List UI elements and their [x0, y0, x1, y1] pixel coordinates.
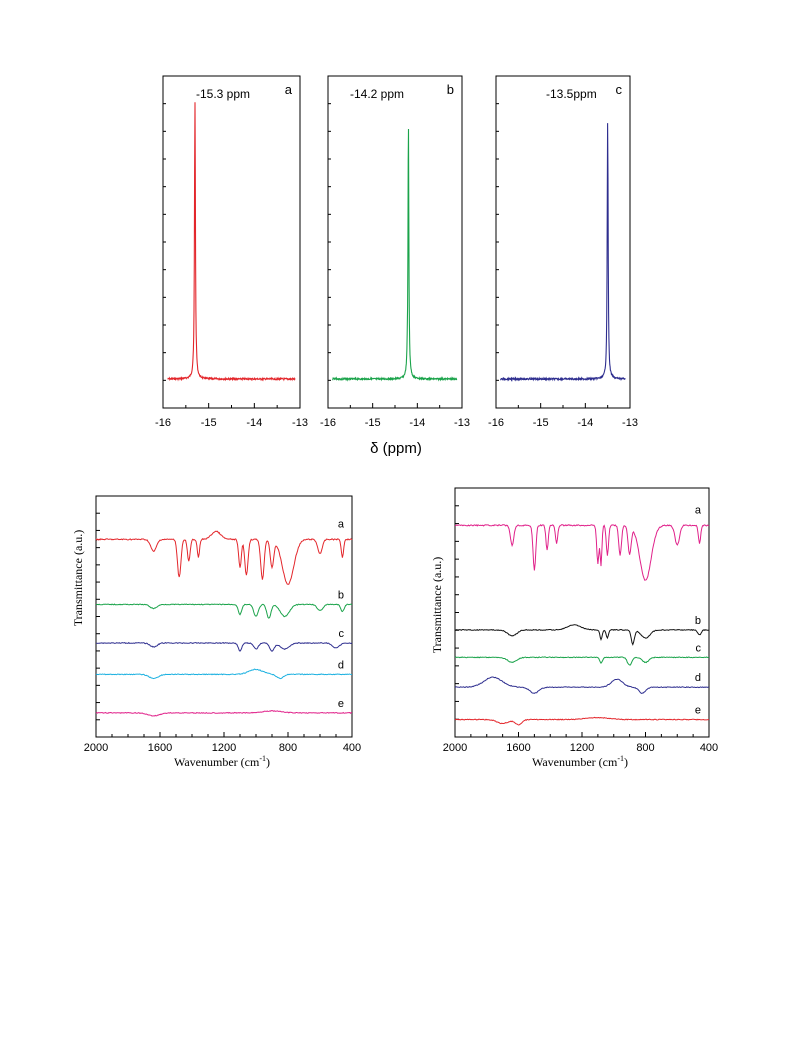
- nmr-series-b: [332, 128, 458, 382]
- ir-series-b: [95, 603, 353, 619]
- peak-annotation: -13.5ppm: [546, 87, 597, 101]
- series-label: d: [695, 672, 701, 684]
- ir-series-d: [95, 668, 352, 680]
- ir-left-xlabel: Wavenumber (cm-1): [174, 754, 270, 769]
- x-tick-label: -14: [409, 417, 425, 429]
- ir-right-chart: 2000 1600 1200 800 400 a b c d e: [443, 487, 718, 754]
- ir-series-b: [454, 624, 710, 646]
- x-tick-label: 1200: [212, 742, 236, 754]
- series-label: b: [338, 589, 344, 601]
- nmr-series-c: [499, 123, 626, 382]
- nmr-panel-a: -16 -15 -14 -13 -15.3 ppm a: [155, 75, 308, 429]
- x-tick-label: -16: [155, 417, 171, 429]
- ir-left-chart: 2000 1600 1200 800 400 a b c d e: [84, 495, 361, 754]
- series-label: b: [695, 615, 701, 627]
- x-tick-label: 2000: [443, 742, 467, 754]
- x-tick-label: 1600: [506, 742, 530, 754]
- peak-annotation: -14.2 ppm: [350, 87, 404, 101]
- nmr-panel-frame: [162, 75, 301, 409]
- ir-right-ylabel: Transmittance (a.u.): [430, 557, 444, 654]
- series-label: e: [695, 705, 701, 717]
- x-tick-label: -13: [292, 417, 308, 429]
- series-label: c: [696, 642, 702, 654]
- series-label: a: [338, 518, 345, 530]
- nmr-panels: -16 -15 -14 -13 -15.3 ppm a -16 -15 -14 -13 -14.2 …: [155, 75, 638, 429]
- ir-series-a: [454, 523, 710, 581]
- nmr-panel-frame: [327, 75, 463, 409]
- series-label: d: [338, 659, 344, 671]
- x-tick-label: 400: [700, 742, 718, 754]
- panel-letter: c: [616, 82, 623, 97]
- x-tick-label: -15: [533, 417, 549, 429]
- ir-right-xlabel: Wavenumber (cm-1): [532, 754, 628, 769]
- ir-left-ylabel: Transmittance (a.u.): [71, 530, 85, 627]
- x-tick-label: -15: [201, 417, 217, 429]
- nmr-axis-label: δ (ppm): [370, 440, 422, 457]
- series-label: e: [338, 698, 344, 710]
- x-tick-label: 2000: [84, 742, 108, 754]
- x-tick-label: -14: [577, 417, 593, 429]
- peak-annotation: -15.3 ppm: [196, 87, 250, 101]
- series-label: c: [339, 628, 345, 640]
- panel-letter: a: [285, 82, 293, 97]
- ir-series-e: [95, 710, 353, 717]
- ir-series-c: [454, 656, 710, 666]
- x-tick-label: -16: [488, 417, 504, 429]
- x-tick-label: 1200: [570, 742, 594, 754]
- x-tick-label: -16: [320, 417, 336, 429]
- x-tick-label: 400: [343, 742, 361, 754]
- ir-series-a: [95, 530, 353, 585]
- x-tick-label: -15: [365, 417, 381, 429]
- x-tick-label: 800: [636, 742, 654, 754]
- series-label: a: [695, 504, 702, 516]
- ir-series-d: [454, 676, 710, 694]
- nmr-panel-b: -16 -15 -14 -13 -14.2 ppm b: [320, 75, 470, 429]
- x-tick-label: -14: [246, 417, 262, 429]
- x-tick-label: -13: [454, 417, 470, 429]
- x-tick-label: 800: [279, 742, 297, 754]
- x-tick-label: 1600: [148, 742, 172, 754]
- ir-series-e: [454, 716, 710, 726]
- nmr-series-a: [167, 102, 296, 382]
- panel-letter: b: [447, 82, 454, 97]
- ir-series-c: [95, 641, 353, 652]
- ir-frame: [95, 495, 353, 738]
- nmr-panel-c: -16 -15 -14 -13 -13.5ppm c: [488, 75, 638, 429]
- x-tick-label: -13: [622, 417, 638, 429]
